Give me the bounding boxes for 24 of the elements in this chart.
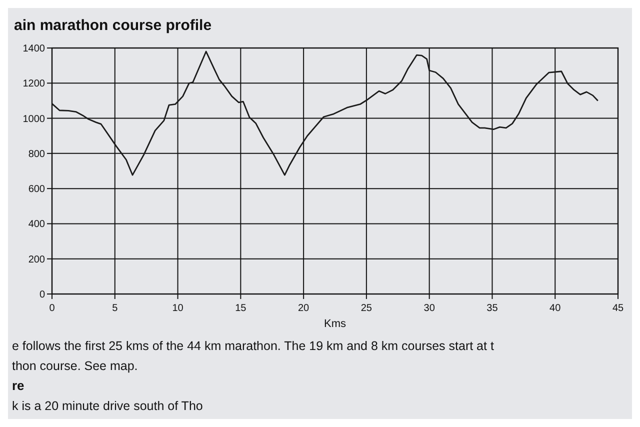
x-tick-label: 0 — [49, 303, 56, 314]
y-tick-label: 600 — [28, 184, 46, 196]
x-tick-label: 25 — [360, 303, 372, 314]
text: k is a 20 minute drive south of Tho — [12, 399, 203, 413]
y-tick-label: 400 — [28, 219, 46, 230]
x-tick-label: 40 — [550, 303, 562, 314]
x-tick-label: 10 — [172, 303, 184, 314]
y-tick-label: 800 — [28, 148, 46, 160]
x-tick-label: 5 — [112, 303, 118, 314]
chart-title: ain marathon course profile — [14, 17, 212, 34]
x-tick-label: 45 — [612, 303, 624, 314]
text: re — [12, 378, 24, 393]
y-tick-label: 1000 — [22, 114, 46, 125]
x-tick-label: 15 — [235, 303, 247, 314]
y-tick-label: 1400 — [22, 44, 46, 54]
text: thon course. See map. — [12, 359, 138, 373]
y-tick-label: 0 — [39, 290, 46, 300]
x-tick-label: 35 — [486, 303, 498, 314]
y-tick-label: 200 — [28, 254, 46, 266]
x-axis-title: Kms — [324, 318, 346, 330]
x-tick-label: 20 — [298, 303, 310, 314]
y-tick-label: 1200 — [22, 78, 46, 90]
text: e follows the first 25 kms of the 44 km marathon. The 19 km and 8 km courses start at t — [12, 339, 494, 353]
x-tick-label: 30 — [424, 303, 436, 314]
